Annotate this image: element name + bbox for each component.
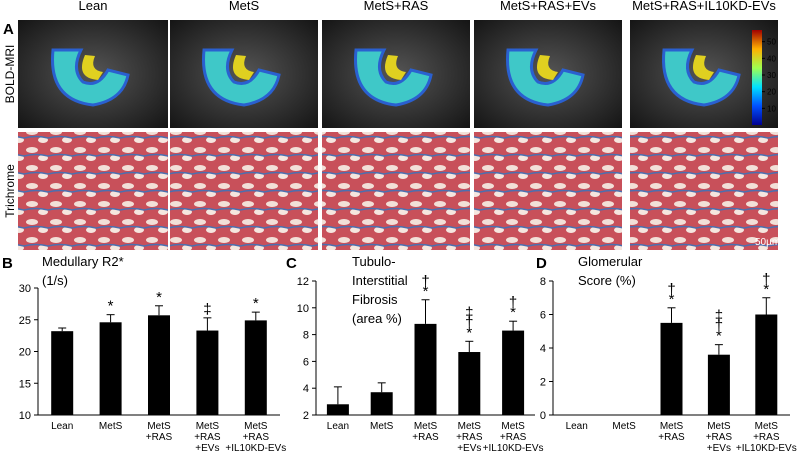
x-tick-label: MetS +RAS xyxy=(146,421,173,443)
trichrome-image xyxy=(170,132,318,250)
chart-title: Tubulo-Interstitial Fibrosis (area %) xyxy=(352,254,408,326)
significance: * xyxy=(253,295,259,312)
bar xyxy=(707,354,730,415)
panel-label: A xyxy=(3,21,14,38)
bar xyxy=(326,404,349,415)
x-tick-label: MetS +RAS xyxy=(412,421,439,443)
bar xyxy=(458,352,481,415)
x-tick-label: Lean xyxy=(566,421,588,432)
significance: * xyxy=(108,298,114,315)
y-tick-label: 25 xyxy=(19,315,31,327)
significance: ‡ xyxy=(203,301,211,318)
chart-title: Glomerular Score (%) xyxy=(578,254,643,288)
column-label: MetS xyxy=(229,0,260,13)
trichrome-image xyxy=(474,132,622,250)
significance: ‡ † * xyxy=(465,304,473,341)
mri-medulla xyxy=(232,55,254,80)
y-tick-label: 20 xyxy=(19,347,31,359)
y-tick-label: 8 xyxy=(303,330,309,342)
mri-kidney xyxy=(354,48,433,107)
x-tick-label: MetS +RAS +EVs xyxy=(456,421,483,454)
mri-kidney xyxy=(506,48,585,107)
colorbar-tick-label: 20 xyxy=(767,88,776,97)
y-tick-label: 0 xyxy=(540,410,546,422)
column-label: MetS+RAS+IL10KD-EVs xyxy=(632,0,776,13)
y-tick-label: 15 xyxy=(19,378,31,390)
x-tick-label: MetS +RAS +IL10KD-EVs xyxy=(736,421,797,454)
x-tick-label: Lean xyxy=(51,421,73,432)
significance: † * xyxy=(509,294,517,321)
colorbar-tick-label: 10 xyxy=(767,104,776,113)
colorbar-tick-label: 40 xyxy=(767,54,776,63)
column-label: MetS+RAS+EVs xyxy=(500,0,597,13)
y-tick-label: 2 xyxy=(303,410,309,422)
panel-label: D xyxy=(536,255,547,272)
significance: † * xyxy=(762,271,770,298)
bar xyxy=(502,330,525,415)
chart-title: Medullary R2* (1/s) xyxy=(42,254,124,288)
x-tick-label: MetS +RAS +EVs xyxy=(706,421,733,454)
significance: * xyxy=(156,289,162,306)
x-tick-label: MetS +RAS +EVs xyxy=(194,421,221,454)
y-tick-label: 30 xyxy=(19,283,31,295)
bar xyxy=(196,330,219,415)
x-tick-label: MetS xyxy=(99,421,123,432)
trichrome-image xyxy=(630,132,778,250)
colorbar-tick-label: 30 xyxy=(767,71,776,80)
column-label: Lean xyxy=(79,0,108,13)
panel-label: B xyxy=(2,255,13,272)
bar xyxy=(51,331,74,415)
panel-label: C xyxy=(286,255,297,272)
x-tick-label: MetS xyxy=(612,421,636,432)
bar xyxy=(244,320,267,415)
mri-kidney xyxy=(51,48,130,107)
row-label: BOLD-MRI xyxy=(3,45,17,104)
trichrome-image xyxy=(18,132,168,250)
y-tick-label: 10 xyxy=(297,303,309,315)
row-label: Trichrome xyxy=(3,164,17,218)
bar xyxy=(414,323,437,415)
y-tick-label: 4 xyxy=(303,383,309,395)
y-tick-label: 6 xyxy=(540,310,546,322)
colorbar xyxy=(752,30,762,125)
scale-bar: 50µm xyxy=(755,237,780,248)
bar xyxy=(660,322,683,415)
mri-medulla xyxy=(692,55,714,80)
mri-medulla xyxy=(384,55,406,80)
y-tick-label: 4 xyxy=(540,343,546,355)
x-tick-label: MetS +RAS +IL10KD-EVs xyxy=(225,421,286,454)
mri-medulla xyxy=(81,55,103,80)
y-tick-label: 2 xyxy=(540,377,546,389)
significance: † * xyxy=(421,273,429,300)
x-tick-label: MetS +RAS +IL10KD-EVs xyxy=(483,421,544,454)
y-tick-label: 12 xyxy=(297,276,309,288)
bar xyxy=(370,392,393,415)
bar xyxy=(99,322,122,415)
significance: ‡ † * xyxy=(715,308,723,345)
mri-medulla xyxy=(536,55,558,80)
x-tick-label: MetS +RAS xyxy=(658,421,685,443)
column-label: MetS+RAS xyxy=(364,0,429,13)
trichrome-image xyxy=(322,132,470,250)
y-tick-label: 10 xyxy=(19,410,31,422)
colorbar-tick-label: 50 xyxy=(767,38,776,47)
y-tick-label: 6 xyxy=(303,356,309,368)
mri-kidney xyxy=(202,48,281,107)
x-tick-label: MetS xyxy=(370,421,394,432)
bar xyxy=(148,315,170,415)
significance: † * xyxy=(667,281,675,308)
bar xyxy=(755,314,778,415)
image-panel: Lean MetS MetS+RAS MetS+RAS+EVs MetS+RAS+IL1… xyxy=(3,0,780,250)
mri-kidney xyxy=(662,48,741,107)
x-tick-label: Lean xyxy=(327,421,349,432)
y-tick-label: 8 xyxy=(540,276,546,288)
